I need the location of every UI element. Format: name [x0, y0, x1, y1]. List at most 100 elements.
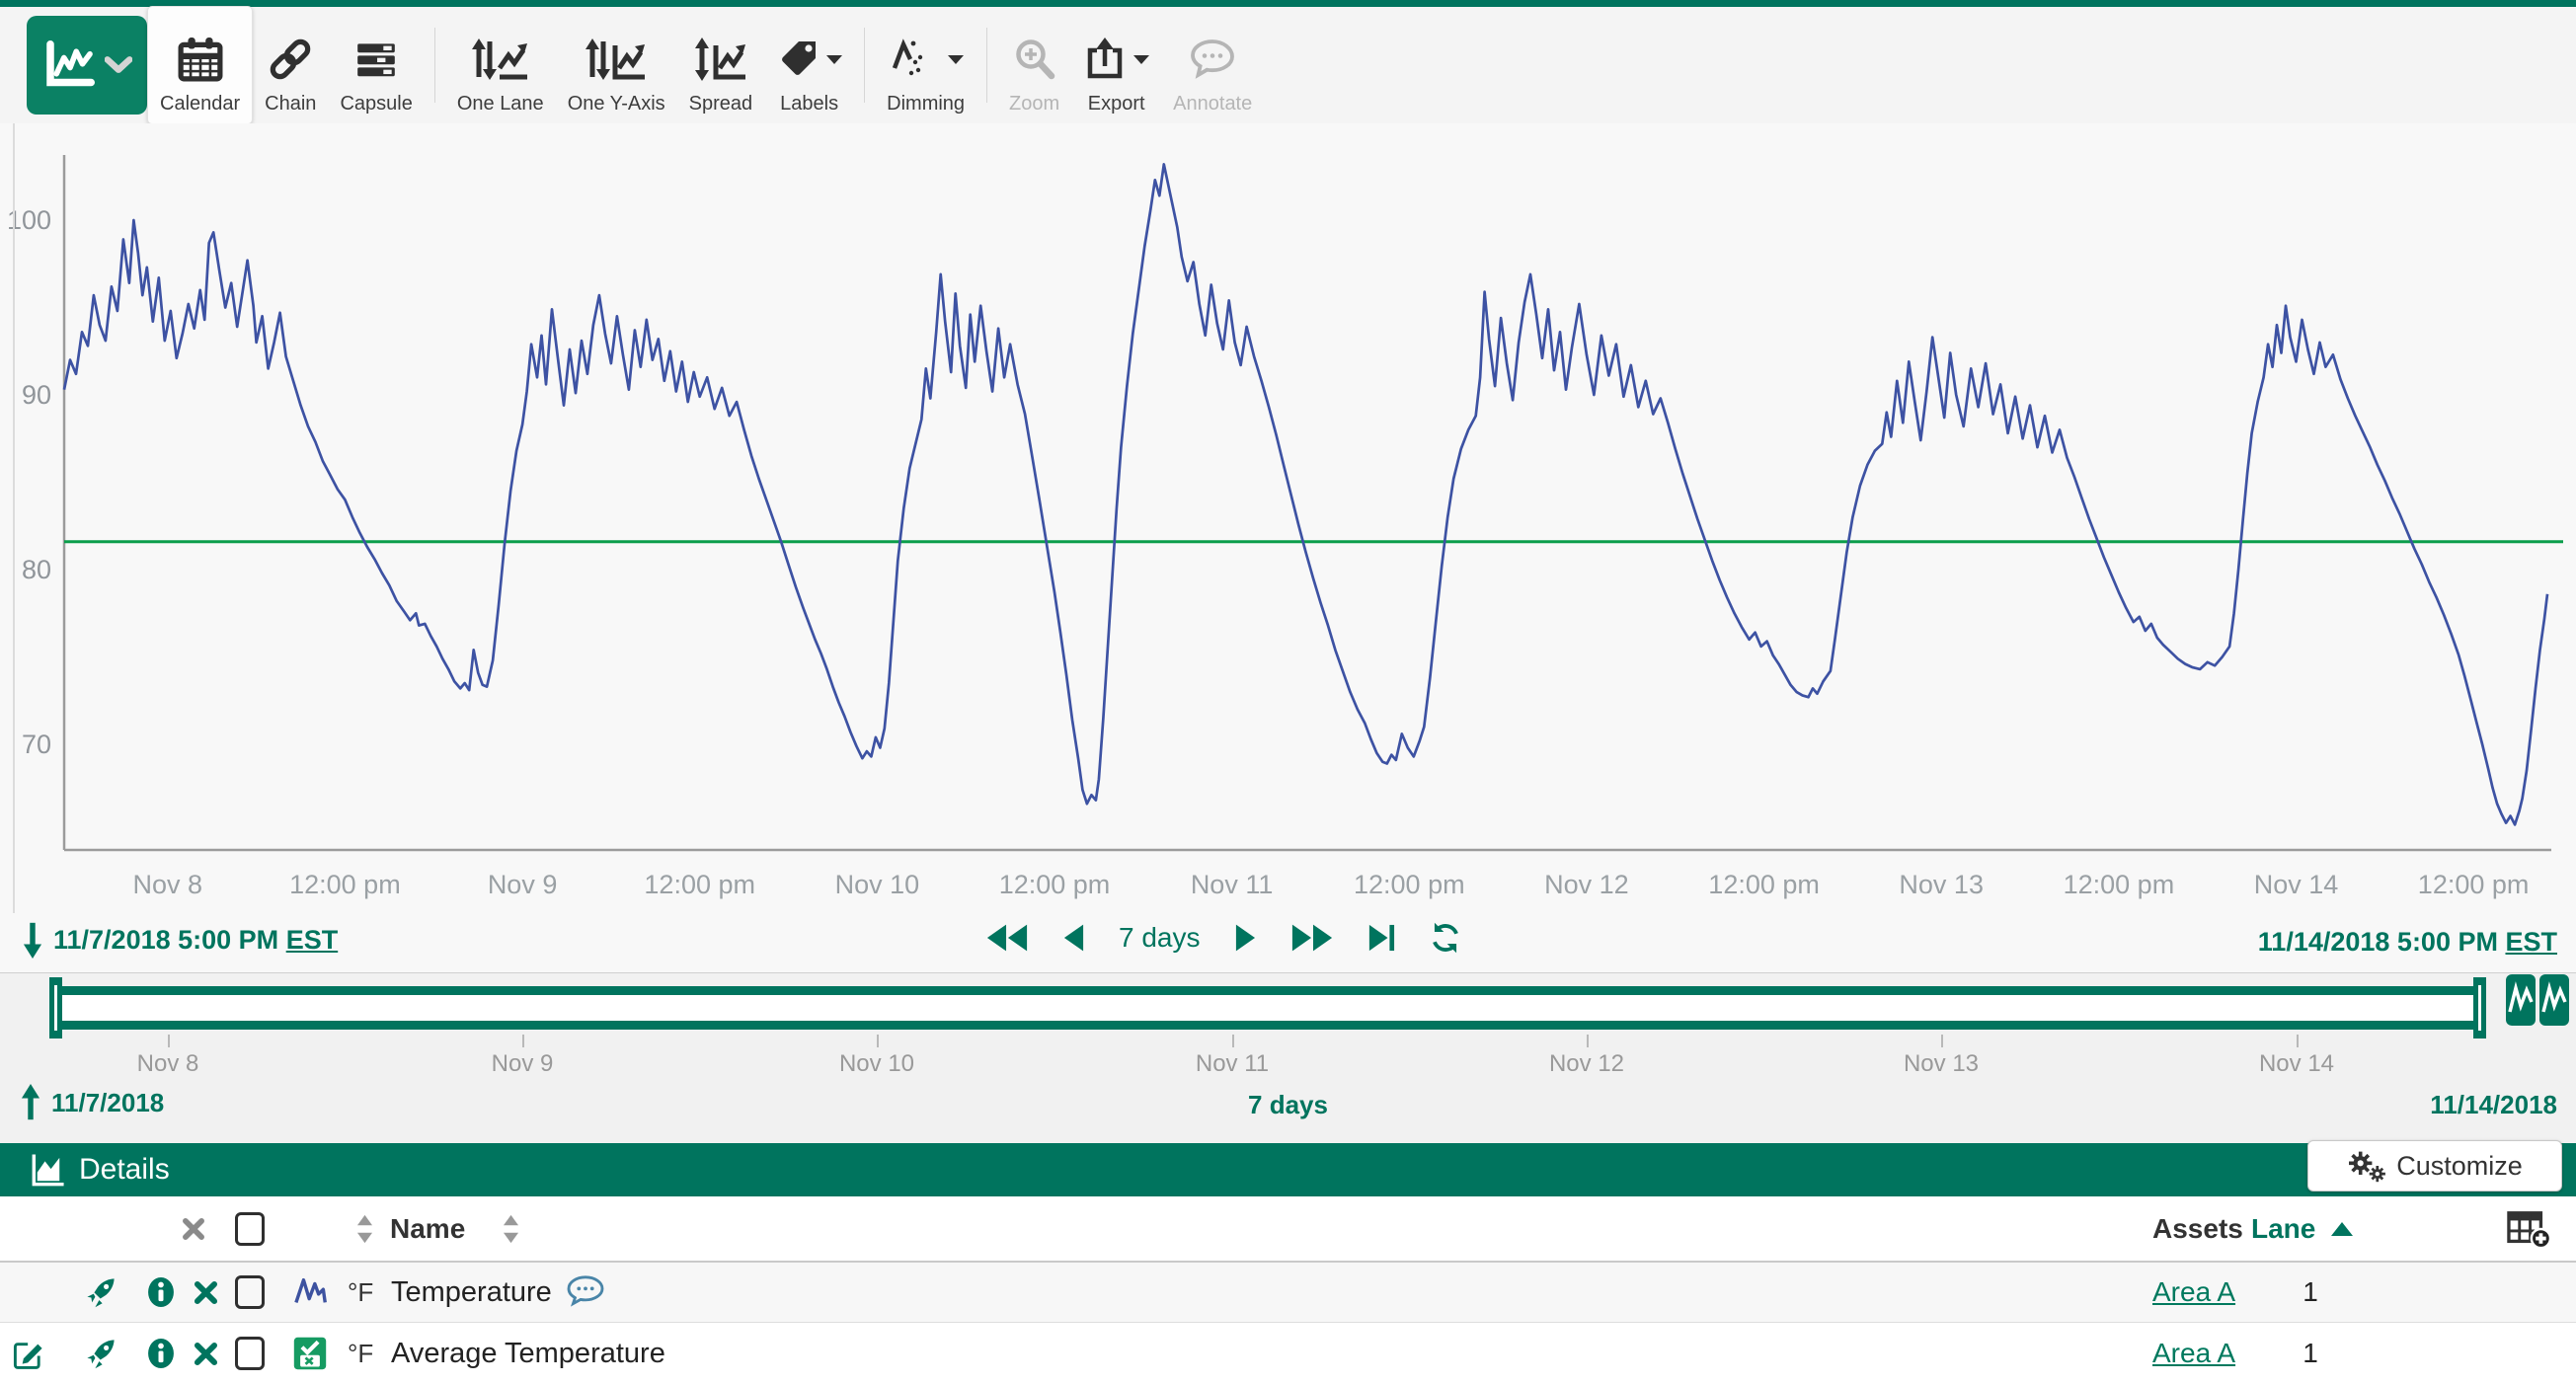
timeline-tick-label: Nov 10 — [838, 1050, 915, 1077]
caret-down-icon — [948, 54, 965, 64]
range-start-text[interactable]: 11/7/2018 5:00 PM — [53, 924, 279, 955]
unit-label: °F — [348, 1276, 374, 1307]
toolbar-button-zoom[interactable]: Zoom — [997, 7, 1071, 123]
item-info-button[interactable] — [146, 1323, 176, 1384]
asset-link[interactable]: Area A — [2152, 1276, 2236, 1307]
row-checkbox[interactable] — [235, 1323, 265, 1384]
add-column-button[interactable] — [2506, 1196, 2551, 1261]
assets-column-header[interactable]: Assets — [2152, 1212, 2243, 1244]
toolbar-separator — [986, 28, 988, 103]
svg-text:12:00 pm: 12:00 pm — [1708, 870, 1820, 899]
svg-text:70: 70 — [22, 730, 51, 759]
timeline-start-date[interactable]: 11/7/2018 — [51, 1087, 165, 1117]
investigate-rocket-button[interactable] — [85, 1323, 117, 1384]
asset-link[interactable]: Area A — [2152, 1338, 2236, 1368]
table-row: °F Average Temperature Area A 1 — [0, 1322, 2576, 1384]
remove-item-button[interactable] — [194, 1263, 218, 1322]
one-y-axis-icon — [584, 37, 649, 82]
sort-name-right[interactable] — [502, 1196, 520, 1261]
svg-text:Nov 11: Nov 11 — [1191, 870, 1274, 899]
one-lane-icon — [470, 37, 531, 82]
item-info-button[interactable] — [146, 1263, 176, 1322]
timeline-tick — [1232, 1035, 1234, 1047]
timeline-tick-label: Nov 14 — [2258, 1050, 2335, 1077]
refresh-icon — [1432, 922, 1458, 954]
timeline-tick — [168, 1035, 170, 1047]
toolbar-button-dimming[interactable]: Dimming — [875, 7, 976, 123]
toolbar-button-calendar[interactable]: Calendar — [147, 6, 254, 124]
svg-text:90: 90 — [22, 380, 51, 410]
step-forward-full-button[interactable] — [1290, 922, 1334, 954]
toolbar-button-capsule[interactable]: Capsule — [328, 7, 424, 123]
range-start-timezone[interactable]: EST — [285, 924, 339, 955]
svg-text:80: 80 — [22, 555, 51, 584]
svg-text:12:00 pm: 12:00 pm — [2064, 870, 2175, 899]
edit-formula-button[interactable] — [12, 1323, 45, 1384]
timeline-tick-label: Nov 8 — [136, 1050, 199, 1077]
details-panel-title: Details — [79, 1153, 170, 1186]
toolbar-button-chain[interactable]: Chain — [253, 7, 328, 123]
formula-icon — [292, 1323, 328, 1384]
timeline-end-date[interactable]: 11/14/2018 — [2430, 1090, 2557, 1119]
select-all-checkbox[interactable] — [235, 1196, 265, 1261]
remove-item-button[interactable] — [194, 1323, 218, 1384]
range-end-timezone[interactable]: EST — [2505, 927, 2557, 957]
toolbar-button-one-y-axis[interactable]: One Y-Axis — [556, 7, 677, 123]
timeline-section: Nov 8 Nov 9 Nov 10 Nov 11 Nov 12 Nov 13 Nov 14… — [0, 972, 2576, 1144]
step-to-end-button[interactable] — [1367, 922, 1395, 954]
toolbar-button-one-lane[interactable]: One Lane — [445, 7, 556, 123]
dimming-icon — [888, 37, 941, 82]
double-left-arrow-icon — [986, 924, 1028, 952]
step-back-half-button[interactable] — [1062, 922, 1085, 954]
range-navigation: 7 days — [985, 921, 1462, 955]
timeline-tick-label: Nov 9 — [491, 1050, 554, 1077]
trend-chart[interactable]: 100 90 80 70 Nov 8 12:00 pm Nov 9 12:00 pm Nov 1… — [0, 123, 2576, 913]
svg-text:12:00 pm: 12:00 pm — [644, 870, 755, 899]
svg-text:Nov 13: Nov 13 — [1899, 870, 1984, 899]
lane-column-header[interactable]: Lane — [2251, 1212, 2316, 1244]
timeline-duration[interactable]: 7 days — [1248, 1090, 1328, 1119]
labels-icon — [776, 38, 820, 81]
sort-name-left[interactable] — [355, 1196, 374, 1261]
double-right-arrow-icon — [1291, 924, 1332, 952]
step-forward-half-button[interactable] — [1234, 922, 1257, 954]
details-table-header: Name Assets Lane — [0, 1196, 2576, 1263]
toolbar-button-export[interactable]: Export — [1071, 7, 1161, 123]
timeline-squeeze-icon[interactable] — [2504, 972, 2571, 1028]
step-back-full-button[interactable] — [985, 922, 1029, 954]
trend-view-button[interactable] — [27, 16, 147, 115]
capsule-icon — [353, 37, 399, 82]
range-end[interactable]: 11/14/2018 5:00 PM EST — [2258, 927, 2557, 958]
chain-icon — [268, 37, 313, 82]
annotation-bubble-icon[interactable] — [566, 1275, 605, 1309]
lane-value: 1 — [2303, 1276, 2318, 1307]
svg-text:Nov 8: Nov 8 — [133, 870, 203, 899]
svg-text:12:00 pm: 12:00 pm — [1354, 870, 1465, 899]
toolbar-button-annotate[interactable]: Annotate — [1161, 7, 1264, 123]
customize-button[interactable]: Customize — [2307, 1140, 2562, 1192]
timeline-right-handle[interactable] — [2473, 977, 2486, 1038]
spread-icon — [692, 37, 749, 82]
toolbar-button-labels[interactable]: Labels — [764, 7, 854, 123]
timeline-left-handle[interactable] — [49, 977, 62, 1038]
remove-all-button[interactable] — [181, 1196, 206, 1261]
range-end-text[interactable]: 11/14/2018 5:00 PM — [2257, 927, 2498, 957]
name-column-header[interactable]: Name — [390, 1212, 466, 1244]
range-start[interactable]: 11/7/2018 5:00 PM EST — [53, 925, 338, 956]
investigate-rocket-button[interactable] — [85, 1263, 117, 1322]
caret-down-icon — [826, 54, 843, 64]
svg-text:12:00 pm: 12:00 pm — [2418, 870, 2530, 899]
toolbar-button-spread[interactable]: Spread — [677, 7, 765, 123]
timeline-slider[interactable] — [54, 986, 2483, 1030]
lane-sort-ascending-icon[interactable] — [2330, 1196, 2354, 1261]
svg-text:12:00 pm: 12:00 pm — [289, 870, 401, 899]
range-duration[interactable]: 7 days — [1119, 922, 1201, 953]
refresh-button[interactable] — [1429, 921, 1462, 955]
skip-to-end-icon — [1368, 924, 1394, 952]
remove-all-icon — [183, 1217, 204, 1240]
row-checkbox[interactable] — [235, 1263, 265, 1322]
zoom-icon — [1013, 38, 1056, 81]
date-range-row: 11/7/2018 5:00 PM EST 7 days 11/14/ — [0, 913, 2576, 972]
details-panel-header: Details Customize — [0, 1140, 2576, 1196]
